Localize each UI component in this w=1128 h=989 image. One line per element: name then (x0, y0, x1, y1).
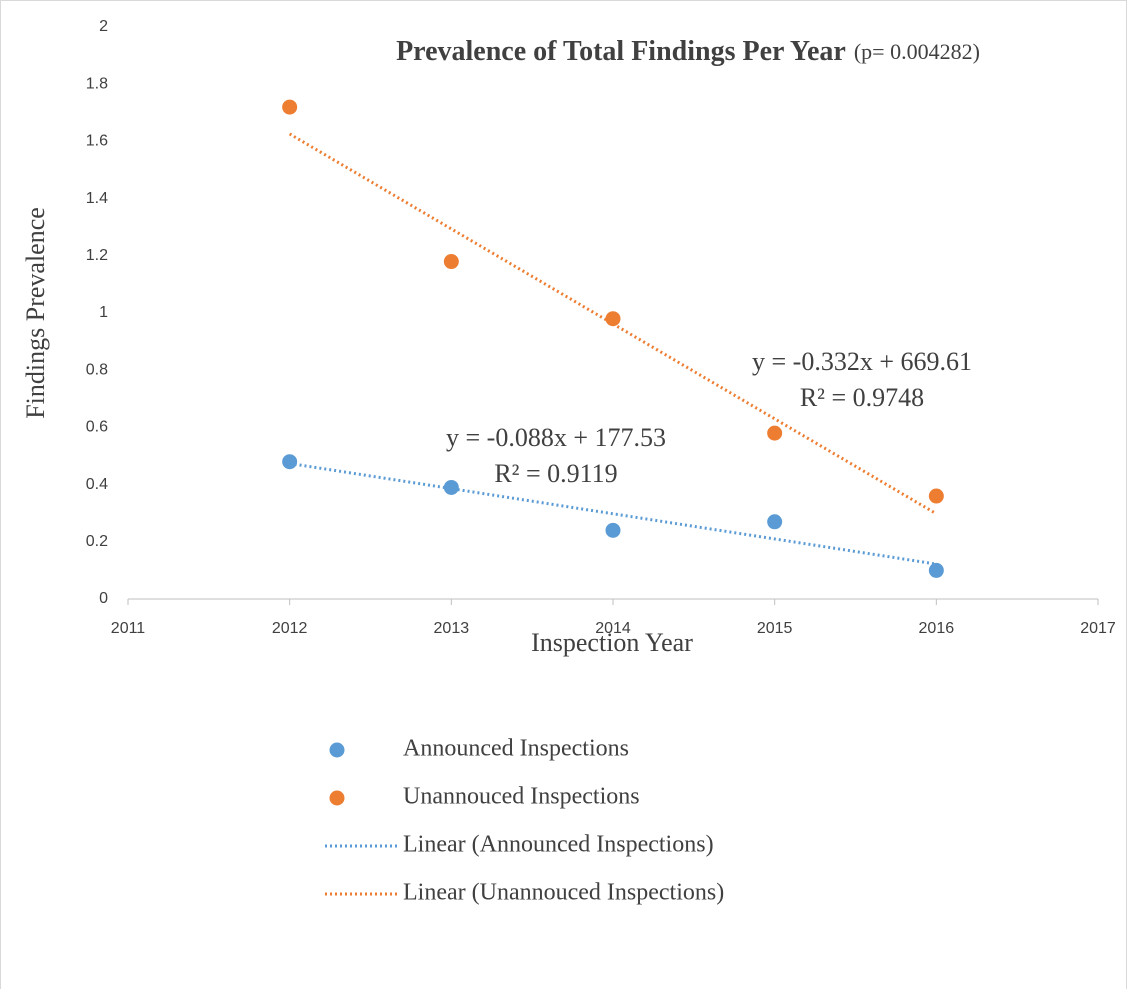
data-point (767, 514, 783, 530)
data-point (282, 99, 298, 115)
y-tick-label: 0.2 (86, 533, 108, 550)
chart-subtitle: (p= 0.004282) (854, 39, 980, 64)
y-tick-label: 0.4 (86, 476, 108, 493)
chart-title: Prevalence of Total Findings Per Year (396, 36, 846, 67)
x-tick-label: 2013 (434, 620, 470, 637)
legend-label: Linear (Announced Inspections) (403, 832, 714, 858)
y-tick-label: 1.2 (86, 247, 108, 264)
legend-marker (329, 742, 345, 758)
data-point (443, 479, 459, 495)
data-point (928, 488, 944, 504)
y-tick-label: 1 (99, 304, 108, 321)
trendline-r2: R² = 0.9748 (800, 383, 924, 412)
x-tick-label: 2014 (595, 620, 631, 637)
x-tick-label: 2015 (757, 620, 793, 637)
trendline-r2: R² = 0.9119 (494, 459, 617, 488)
y-tick-label: 1.6 (86, 133, 108, 150)
y-tick-label: 0 (99, 590, 108, 607)
y-axis-label: Findings Prevalence (21, 207, 50, 419)
chart-heading: Prevalence of Total Findings Per Year (p=… (396, 36, 980, 67)
legend-label: Announced Inspections (403, 736, 629, 762)
data-point (605, 522, 621, 538)
y-tick-label: 0.8 (86, 361, 108, 378)
y-tick-label: 1.8 (86, 75, 108, 92)
trendline-equation: y = -0.332x + 669.61 (752, 347, 972, 376)
x-axis-label: Inspection Year (531, 628, 693, 657)
x-tick-label: 2012 (272, 620, 308, 637)
x-tick-label: 2017 (1080, 620, 1116, 637)
data-point (928, 562, 944, 578)
legend-label: Linear (Unannouced Inspections) (403, 880, 724, 906)
x-tick-label: 2016 (919, 620, 955, 637)
data-point (605, 311, 621, 327)
y-tick-label: 2 (99, 18, 108, 35)
legend-label: Unannouced Inspections (403, 784, 640, 810)
trendline (289, 461, 937, 566)
y-tick-label: 1.4 (86, 190, 108, 207)
y-tick-label: 0.6 (86, 419, 108, 436)
data-point (443, 254, 459, 270)
trendline-equation: y = -0.088x + 177.53 (446, 423, 666, 452)
data-point (282, 454, 298, 470)
x-tick-label: 2011 (111, 620, 146, 637)
legend-marker (329, 790, 345, 806)
data-point (767, 425, 783, 441)
